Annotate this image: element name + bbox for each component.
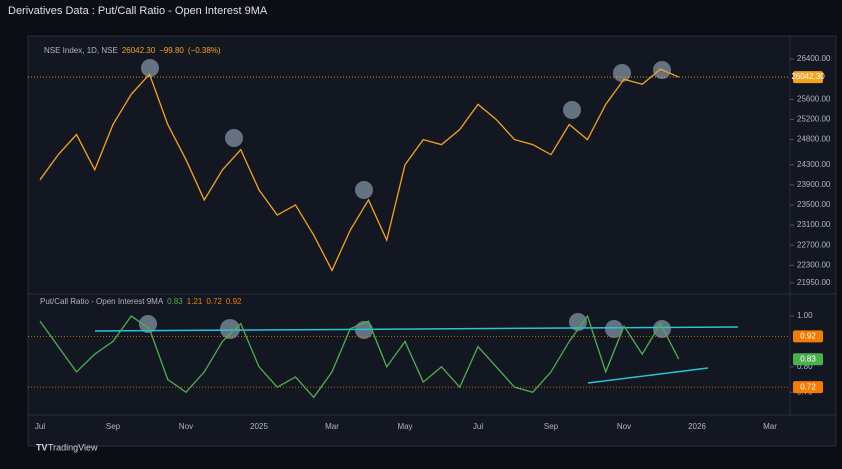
highlight [220,319,240,339]
x-tick-label: Mar [763,422,777,431]
x-tick-label: May [397,422,412,431]
highlight [569,313,587,331]
page-title: Derivatives Data : Put/Call Ratio - Open… [8,5,268,17]
highlight [653,320,671,338]
y-tick-label: 23100.00 [797,220,831,229]
highlight [613,64,631,82]
value-badge-label: 0.83 [800,354,816,363]
legend-change: −99.80 [159,46,184,55]
legend-stat: 0.92 [226,297,242,306]
legend-stat: 0.72 [206,297,222,306]
highlight [605,320,623,338]
highlight [563,101,581,119]
y-tick-label: 0.80 [797,362,813,371]
legend-name: Put/Call Ratio - Open Interest 9MA [40,297,164,306]
legend: NSE Index, 1D, NSE 26042.30 −99.80 (−0.38%) [44,46,221,55]
value-badge-label: 0.92 [800,331,816,340]
footer-logo: TV [36,442,48,452]
value-badge [793,381,823,394]
highlight [141,59,159,77]
legend-last: 26042.30 [122,46,156,55]
footer-brand: TradingView [48,442,98,452]
y-tick-label: 21950.00 [797,278,831,287]
legend-stat: 0.83 [167,297,183,306]
y-tick-label: 1.00 [797,311,813,320]
legend-stat: 1.21 [187,297,203,306]
trendline [587,367,709,384]
value-badge-label: 0.72 [800,382,816,391]
value-badge-label: 26042.30 [791,72,825,81]
trendline [94,326,739,332]
value-badge [793,330,823,343]
y-tick-label: 22700.00 [797,240,831,249]
highlight [139,315,157,333]
series-line [39,314,680,399]
x-tick-label: Nov [617,422,631,431]
y-tick-label: 23500.00 [797,200,831,209]
legend: Put/Call Ratio - Open Interest 9MA 0.83 1.… [40,297,242,306]
x-tick-label: Jul [473,422,483,431]
x-tick-label: 2026 [688,422,706,431]
value-badge [793,353,823,366]
x-tick-label: Nov [179,422,193,431]
value-badge [793,71,823,84]
legend-change-pct: (−0.38%) [188,46,221,55]
x-tick-label: Sep [106,422,121,431]
highlights [139,59,671,339]
x-tick-label: 2025 [250,422,268,431]
y-tick-label: 24300.00 [797,160,831,169]
series-line [39,68,680,272]
x-tick-label: Jul [35,422,45,431]
x-tick-label: Mar [325,422,339,431]
legend-name: NSE Index, 1D, NSE [44,46,118,55]
chart-frame [27,35,837,447]
y-tick-label: 22300.00 [797,260,831,269]
x-tick-label: Sep [544,422,559,431]
y-tick-label: 25200.00 [797,115,831,124]
y-tick-label: 23900.00 [797,180,831,189]
highlight [355,181,373,199]
y-tick-label: 26400.00 [797,54,831,63]
y-tick-label: 24800.00 [797,135,831,144]
highlight [225,129,243,147]
y-tick-label: 25600.00 [797,94,831,103]
